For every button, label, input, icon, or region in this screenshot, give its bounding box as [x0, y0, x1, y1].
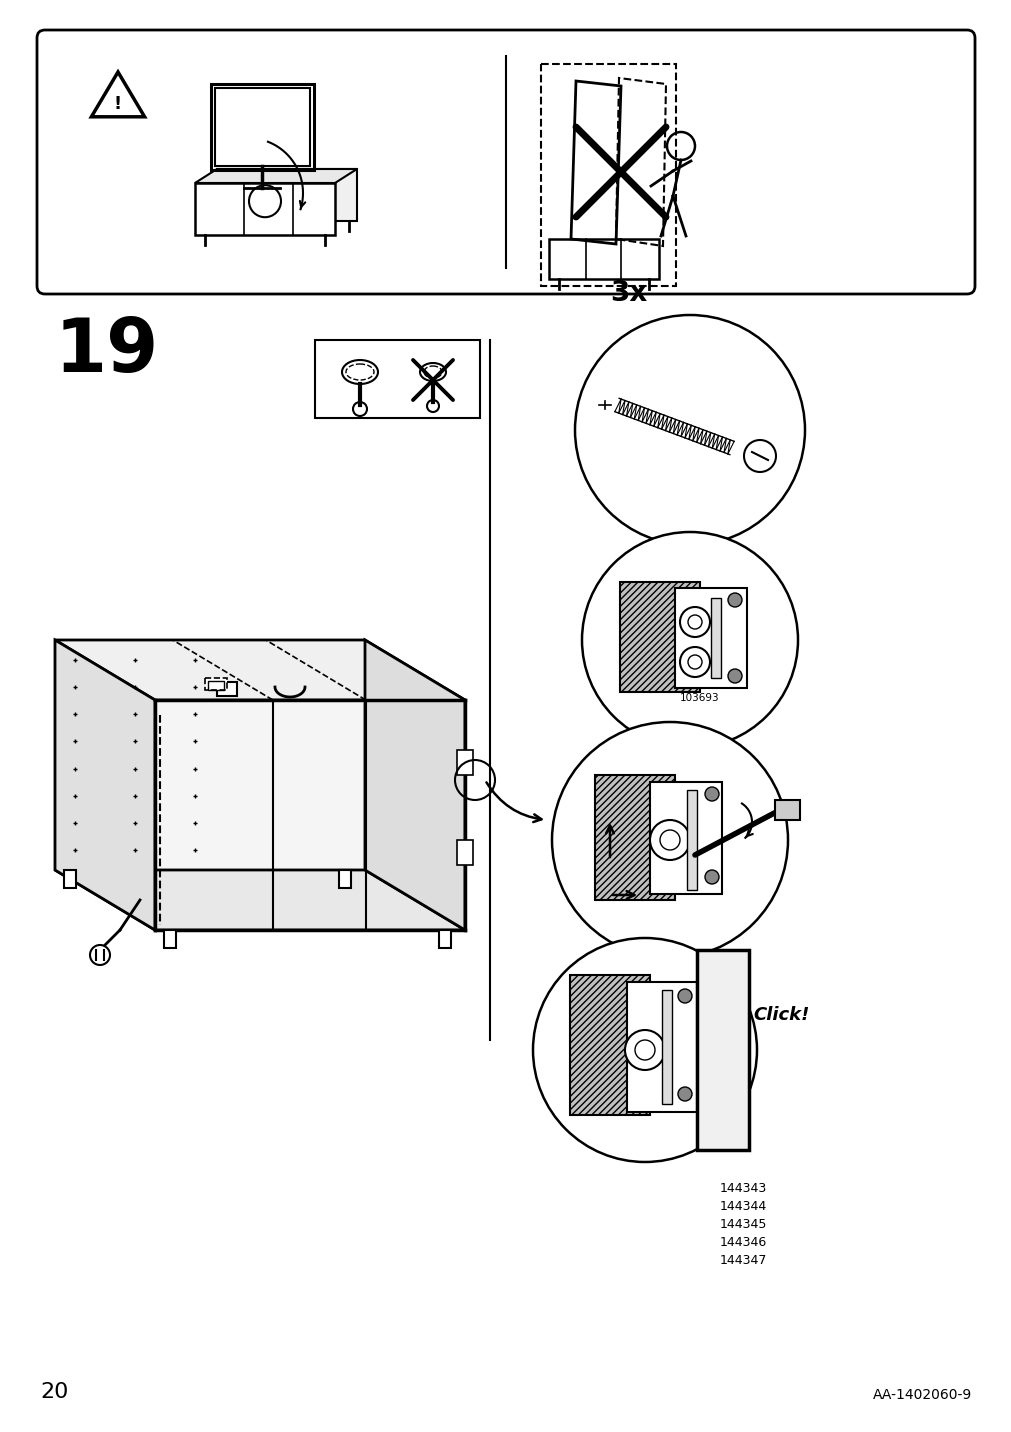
- Circle shape: [727, 669, 741, 683]
- Bar: [661, 990, 671, 1104]
- Circle shape: [90, 945, 110, 965]
- Polygon shape: [55, 640, 365, 871]
- Circle shape: [625, 1030, 664, 1070]
- Text: 144347: 144347: [719, 1254, 766, 1267]
- Bar: [674, 589, 746, 687]
- Bar: [548, 239, 658, 279]
- Ellipse shape: [342, 359, 378, 384]
- Bar: [620, 581, 700, 692]
- Circle shape: [427, 400, 439, 412]
- Bar: [195, 183, 335, 235]
- Circle shape: [551, 722, 788, 958]
- Text: 144345: 144345: [719, 1219, 766, 1232]
- FancyBboxPatch shape: [37, 30, 974, 294]
- Text: 20: 20: [40, 1382, 69, 1402]
- Polygon shape: [365, 640, 464, 929]
- Bar: [205, 677, 226, 690]
- Circle shape: [679, 647, 710, 677]
- Text: AA-1402060-9: AA-1402060-9: [871, 1388, 971, 1402]
- Text: 103693: 103693: [679, 693, 719, 703]
- Bar: [711, 599, 720, 677]
- Text: 144346: 144346: [719, 1236, 766, 1249]
- Polygon shape: [55, 640, 464, 700]
- Text: 144344: 144344: [719, 1200, 766, 1213]
- Bar: [594, 775, 674, 899]
- Text: !: !: [114, 95, 122, 113]
- Bar: [457, 841, 472, 865]
- Polygon shape: [216, 169, 357, 221]
- Circle shape: [727, 593, 741, 607]
- Circle shape: [677, 1087, 692, 1101]
- Bar: [569, 975, 649, 1116]
- Bar: [64, 871, 76, 888]
- Bar: [686, 790, 697, 891]
- Text: Click!: Click!: [752, 1007, 809, 1024]
- Circle shape: [677, 990, 692, 1002]
- Bar: [208, 682, 223, 690]
- Bar: [214, 87, 309, 166]
- Bar: [541, 64, 675, 286]
- Text: 144343: 144343: [719, 1181, 766, 1194]
- Circle shape: [574, 315, 804, 546]
- Bar: [216, 682, 237, 696]
- Ellipse shape: [420, 362, 446, 381]
- Polygon shape: [55, 640, 155, 929]
- Polygon shape: [195, 169, 357, 183]
- Bar: [697, 949, 748, 1150]
- Bar: [314, 339, 479, 418]
- Bar: [457, 750, 472, 775]
- Circle shape: [581, 533, 798, 748]
- Circle shape: [533, 938, 756, 1161]
- Polygon shape: [55, 871, 464, 929]
- Bar: [649, 782, 721, 894]
- Circle shape: [353, 402, 367, 417]
- Bar: [627, 982, 697, 1113]
- Bar: [439, 929, 451, 948]
- Text: 19: 19: [55, 315, 159, 388]
- Bar: [774, 800, 800, 821]
- Bar: [210, 84, 313, 170]
- Circle shape: [705, 788, 718, 800]
- Circle shape: [679, 607, 710, 637]
- Bar: [339, 871, 351, 888]
- Circle shape: [705, 871, 718, 884]
- Text: 3x: 3x: [610, 279, 647, 306]
- Circle shape: [649, 821, 690, 861]
- Circle shape: [743, 440, 775, 473]
- Bar: [164, 929, 176, 948]
